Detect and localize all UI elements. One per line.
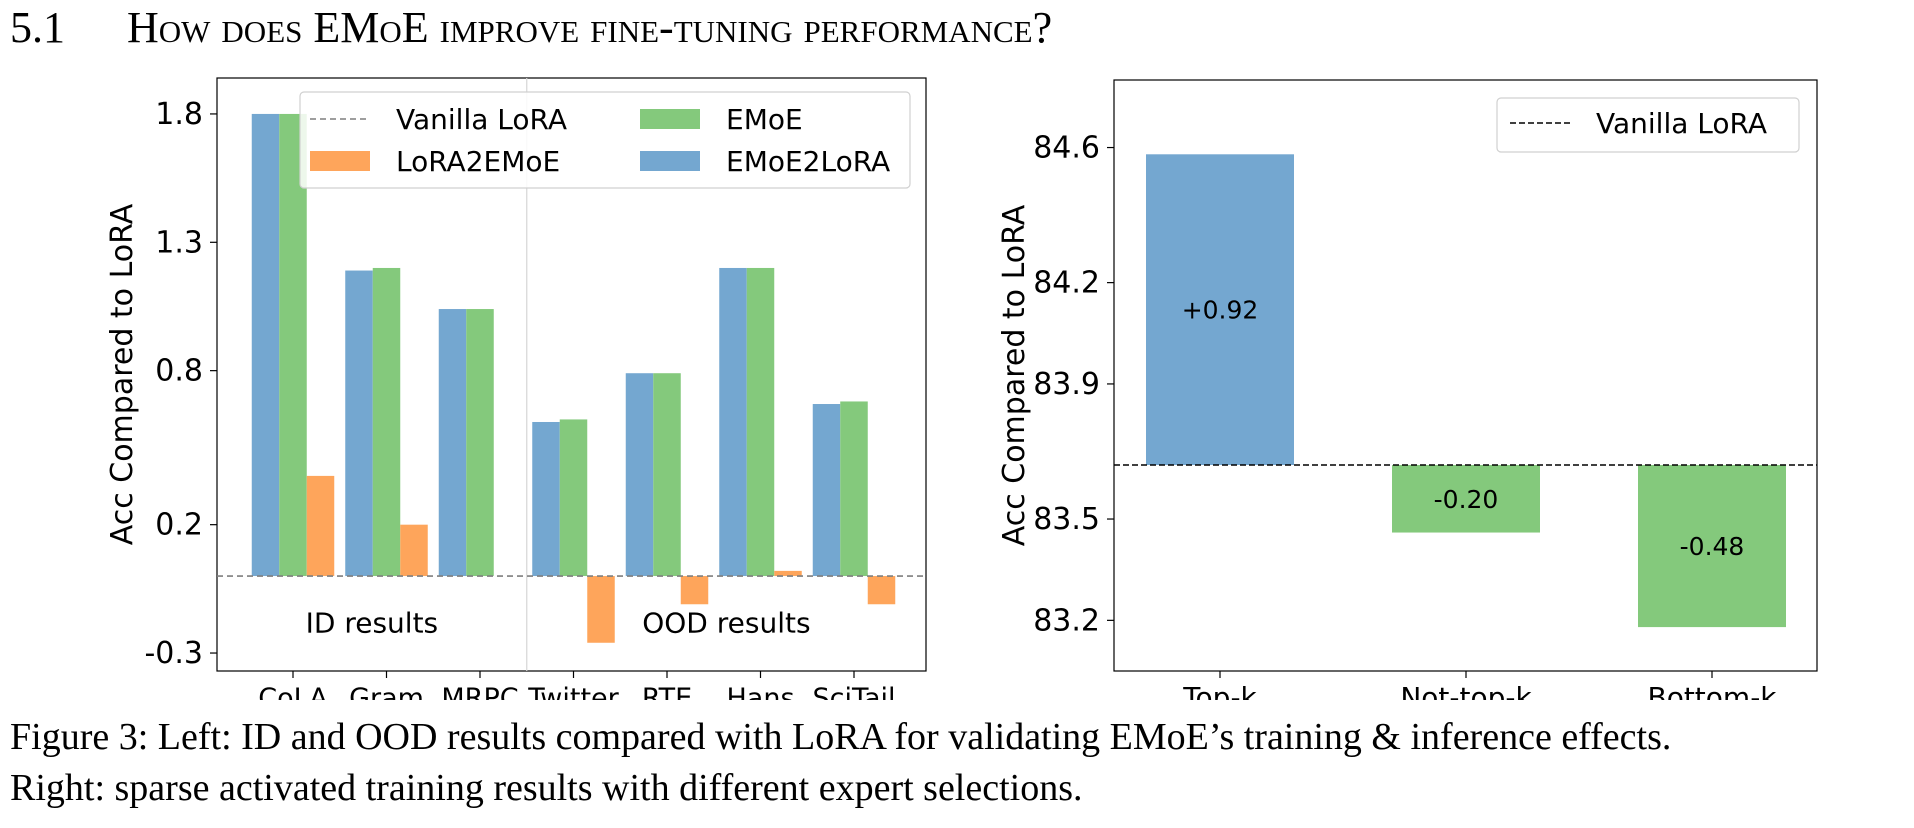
left-x-tick-label: SciTail [812, 683, 895, 700]
figure-caption: Figure 3: Left: ID and OOD results compa… [10, 712, 1910, 814]
left-y-tick-label: 1.3 [155, 225, 203, 260]
data-label-not-top-k: -0.20 [1434, 485, 1499, 514]
right-y-tick-label: 83.2 [1033, 603, 1100, 638]
left-chart: -0.3 0.2 0.8 1.3 1.8 Acc Compared to LoRA CoLA… [105, 77, 927, 700]
group-label-ood-results: OOD results [642, 606, 810, 639]
bar-lora2emoe-rte [680, 576, 709, 605]
bar-emoe2lora-cola [251, 113, 280, 577]
bar-emoe-mrpc [466, 309, 494, 577]
left-plot-frame [216, 77, 927, 672]
right-y-axis-label: Acc Compared to LoRA [997, 204, 1032, 546]
bar-emoe-gram [372, 267, 401, 577]
section-heading: 5.1 How does EMoE improve fine-tuning per… [10, 2, 1052, 53]
bar-emoe2lora-rte [625, 373, 654, 577]
bar-not-top-k [1392, 464, 1540, 533]
right-x-tick-label: Top-k [1182, 681, 1257, 700]
left-legend: Vanilla LoRA LoRA2EMoE EMoE EMoE2LoRA [299, 91, 911, 189]
bar-emoe-scitail [840, 401, 868, 577]
right-y-tick-label: 84.6 [1033, 131, 1100, 166]
left-y-axis-label: Acc Compared to LoRA [105, 203, 140, 545]
left-x-tick-label: Gram [349, 683, 424, 700]
left-legend-box [299, 91, 911, 189]
bar-bottom-k [1638, 464, 1786, 628]
caption-label: Figure 3: [10, 716, 149, 758]
left-y-tick-label: 0.8 [155, 354, 203, 389]
section-number: 5.1 [10, 3, 65, 52]
bar-top-k [1146, 154, 1294, 465]
bar-emoe-rte [653, 373, 681, 577]
legend-label-emoe: EMoE [726, 103, 803, 136]
bar-lora2emoe-twitter [587, 576, 615, 643]
right-legend-label-vanilla-lora: Vanilla LoRA [1596, 107, 1767, 140]
bar-emoe2lora-hans [719, 267, 747, 577]
right-y-tick-label: 83.9 [1033, 367, 1100, 402]
right-y-tick-label: 84.2 [1033, 266, 1100, 301]
bar-lora2emoe-cola [306, 475, 335, 577]
right-legend: Vanilla LoRA [1496, 97, 1800, 153]
legend-label-vanilla-lora: Vanilla LoRA [396, 103, 567, 136]
caption-text-1: Left: ID and OOD results compared with L… [157, 716, 1672, 758]
right-y-tick-label: 83.5 [1033, 502, 1100, 537]
bar-emoe2lora-twitter [532, 421, 560, 577]
bar-emoe-hans [746, 267, 775, 577]
legend-swatch-emoe [640, 109, 700, 129]
legend-label-emoe2lora: EMoE2LoRA [726, 145, 890, 178]
legend-swatch-lora2emoe [310, 151, 370, 171]
left-y-tick-label: -0.3 [144, 636, 203, 671]
bar-emoe-twitter [559, 419, 588, 577]
legend-swatch-emoe2lora [640, 151, 700, 171]
figure: -0.3 0.2 0.8 1.3 1.8 Acc Compared to LoRA CoLA… [105, 77, 1818, 700]
left-y-tick-label: 1.8 [155, 97, 203, 132]
left-x-tick-label: Hans [726, 683, 794, 700]
right-x-tick-label: Bottom-k [1647, 681, 1777, 700]
caption-line-2: Right: sparse activated training results… [10, 767, 1083, 809]
bar-emoe2lora-scitail [812, 404, 841, 577]
bar-emoe2lora-gram [345, 270, 373, 577]
bar-lora2emoe-hans [774, 570, 802, 577]
right-legend-box [1496, 97, 1800, 153]
bar-emoe2lora-mrpc [438, 309, 467, 577]
bar-lora2emoe-scitail [867, 576, 896, 605]
right-x-tick-label: Not-top-k [1400, 681, 1532, 700]
left-x-tick-label: MRPC [441, 683, 518, 700]
section-title: How does EMoE improve fine-tuning perfor… [127, 3, 1053, 52]
left-x-tick-label: CoLA [258, 683, 328, 700]
group-label-id-results: ID results [306, 606, 439, 639]
legend-label-lora2emoe: LoRA2EMoE [396, 145, 560, 178]
data-label-top-k: +0.92 [1182, 296, 1259, 325]
caption-line-1: Figure 3: Left: ID and OOD results compa… [10, 712, 1910, 763]
left-x-tick-label: RTE [642, 683, 692, 700]
left-x-tick-label: Twitter [527, 683, 619, 700]
right-chart: 83.2 83.5 83.9 84.2 84.6 Acc Compared to LoRA… [997, 79, 1818, 700]
data-label-bottom-k: -0.48 [1680, 532, 1745, 561]
bar-emoe-cola [279, 113, 307, 577]
left-y-tick-label: 0.2 [155, 508, 203, 543]
bar-lora2emoe-gram [400, 524, 428, 577]
